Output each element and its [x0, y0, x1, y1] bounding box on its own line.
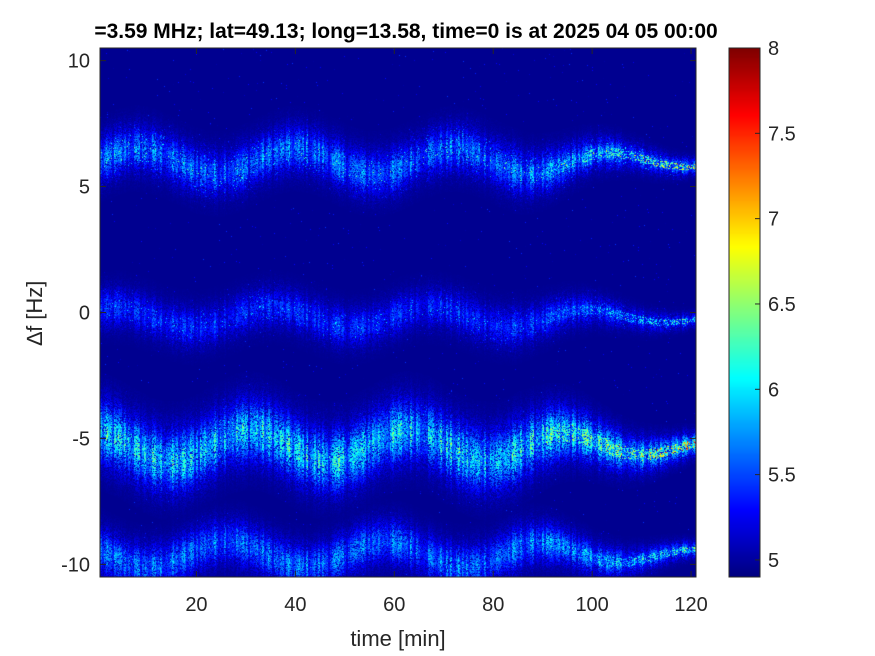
- colorbar-frame: [728, 47, 761, 578]
- heatmap-plot-area: [99, 47, 697, 578]
- x-axis: 20 40 60 80 100 120: [185, 48, 708, 616]
- y-tick-label: -10: [61, 554, 90, 576]
- colorbar-tick-label: 7.5: [768, 123, 796, 145]
- x-tick-label: 40: [284, 594, 306, 616]
- colorbar-tick-label: 5.5: [768, 465, 796, 487]
- x-axis-label: time [min]: [350, 626, 445, 651]
- x-tick-label: 80: [482, 594, 504, 616]
- y-tick-label: 10: [68, 51, 90, 73]
- colorbar-tick-label: 8: [768, 38, 779, 60]
- colorbar-tick-label: 6.5: [768, 294, 796, 316]
- x-tick-label: 20: [185, 594, 207, 616]
- y-tick-label: 0: [79, 303, 90, 325]
- y-axis-label: ∆f [Hz]: [22, 281, 47, 346]
- x-tick-label: 100: [575, 594, 608, 616]
- x-tick-label: 120: [674, 594, 707, 616]
- x-tick-label: 60: [383, 594, 405, 616]
- y-tick-label: -5: [72, 428, 90, 450]
- colorbar-tick-label: 5: [768, 550, 779, 572]
- colorbar-tick-label: 6: [768, 379, 779, 401]
- colorbar-gradient: [729, 48, 760, 577]
- y-axis: 10 5 0 -5 -10: [61, 51, 696, 576]
- colorbar: 5 5.5 6 6.5 7 7.5 8: [728, 38, 796, 578]
- colorbar-tick-label: 7: [768, 209, 779, 231]
- colorbar-axis: 5 5.5 6 6.5 7 7.5 8: [755, 38, 796, 572]
- heatmap-image: [100, 48, 696, 577]
- y-tick-label: 5: [79, 177, 90, 199]
- chart-title: =3.59 MHz; lat=49.13; long=13.58, time=0…: [94, 20, 717, 43]
